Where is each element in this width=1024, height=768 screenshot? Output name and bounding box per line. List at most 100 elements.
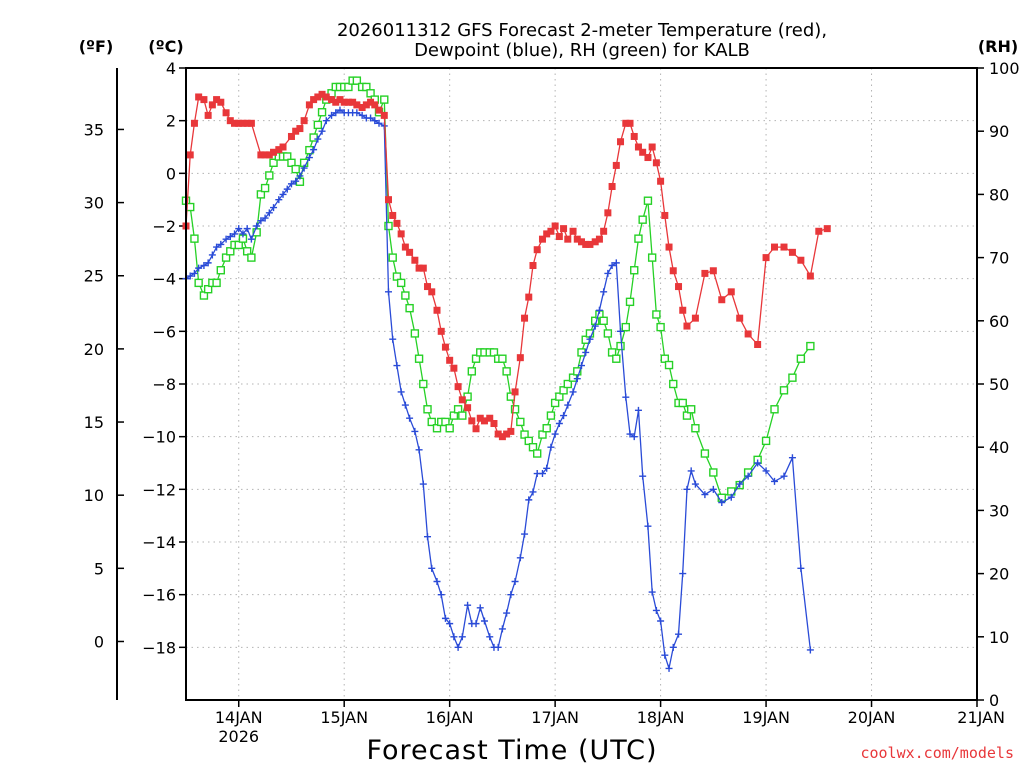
dewpoint-point	[270, 204, 278, 212]
temperature-point	[612, 161, 620, 169]
dewpoint-point	[226, 233, 234, 241]
temperature-point	[358, 104, 366, 111]
dewpoint-point	[406, 414, 414, 422]
rh-point	[669, 379, 678, 389]
dewpoint-point	[283, 185, 291, 193]
dewpoint-point	[253, 222, 261, 230]
fahrenheit-axis-ticks: 35 30 25 20 15 10 5 0	[84, 120, 124, 651]
temperature-point	[551, 222, 559, 230]
fahrenheit-tick-label: 0	[94, 632, 104, 651]
dewpoint-point	[486, 633, 494, 641]
rh-point	[599, 316, 608, 325]
rh-point	[796, 354, 806, 363]
temperature-point	[468, 417, 476, 425]
temperature-point	[661, 211, 669, 219]
rh-tick-label: 80	[989, 185, 1009, 204]
temperature-point	[367, 98, 375, 106]
temperature-point	[208, 101, 216, 109]
rh-point	[247, 253, 256, 262]
temperature-point	[617, 138, 625, 146]
dewpoint-point	[569, 388, 577, 396]
rh-point	[686, 405, 696, 414]
celsius-tick-label: −10	[142, 428, 176, 447]
rh-point	[471, 354, 481, 363]
rh-point	[396, 278, 406, 288]
watermark-text: coolwx.com/models	[860, 744, 1014, 762]
temperature-point	[433, 306, 441, 314]
dewpoint-point	[604, 269, 612, 277]
fahrenheit-tick-label: 20	[84, 340, 104, 359]
fahrenheit-tick-label: 15	[84, 413, 104, 432]
temperature-point	[472, 425, 480, 433]
dewpoint-point	[652, 606, 660, 614]
temperature-point	[578, 238, 585, 246]
temperature-point	[543, 230, 551, 238]
dewpoint-point	[503, 609, 511, 617]
temperature-point	[644, 154, 652, 162]
temperature-point	[428, 288, 436, 296]
dewpoint-point	[480, 617, 488, 625]
time-tick-label: 21JAN	[957, 708, 1005, 727]
dewpoint-point	[424, 533, 432, 541]
dewpoint-point	[446, 620, 454, 628]
rh-point	[555, 392, 564, 401]
rh-point	[533, 449, 542, 458]
rh-point	[352, 76, 362, 85]
fahrenheit-tick-label: 35	[84, 120, 104, 139]
temperature-point	[780, 243, 788, 251]
series-temperature	[182, 90, 831, 441]
rh-point	[256, 190, 266, 199]
rh-point	[317, 108, 327, 117]
rh-point	[528, 443, 538, 452]
temperature-point	[600, 227, 608, 235]
fahrenheit-unit-label: (ºF)	[79, 37, 114, 56]
temperature-point	[806, 272, 814, 280]
temperature-point	[797, 256, 805, 264]
dewpoint-point	[217, 240, 225, 248]
dewpoint-point	[612, 259, 620, 267]
temperature-point	[525, 293, 533, 301]
grid	[186, 68, 977, 700]
temperature-point	[564, 235, 572, 243]
rh-point	[216, 266, 226, 275]
celsius-tick-label: −8	[152, 375, 176, 394]
dewpoint-point	[797, 564, 805, 572]
dewpoint-point	[507, 591, 515, 599]
temperature-point	[736, 314, 744, 322]
dewpoint-point	[472, 620, 480, 628]
dewpoint-point	[701, 491, 709, 499]
temperature-point	[521, 314, 529, 322]
temperature-point	[788, 248, 796, 256]
dewpoint-point	[318, 127, 326, 135]
rh-point	[423, 405, 432, 414]
dewpoint-point	[511, 578, 519, 585]
temperature-point	[213, 96, 221, 104]
temperature-point	[217, 98, 225, 106]
rh-point	[234, 240, 243, 250]
rh-point	[660, 354, 670, 363]
plot-frame	[185, 67, 978, 701]
temperature-point	[353, 101, 361, 109]
dewpoint-point	[186, 272, 194, 280]
rh-tick-label: 70	[989, 249, 1009, 268]
temperature-point	[437, 327, 445, 335]
temperature-point	[226, 117, 234, 125]
dewpoint-point	[691, 480, 699, 488]
rh-point	[524, 436, 533, 446]
rh-point	[678, 398, 687, 408]
temperature-point	[586, 240, 594, 248]
series-layer	[181, 76, 831, 672]
dewpoint-point	[560, 412, 568, 420]
dewpoint-point	[415, 446, 423, 454]
temperature-point	[608, 183, 616, 190]
temperature-point	[691, 314, 699, 322]
rh-point	[265, 171, 274, 180]
temperature-point	[669, 267, 677, 275]
dewpoint-point	[675, 630, 683, 638]
temperature-point	[639, 148, 647, 156]
rh-tick-label: 20	[989, 565, 1009, 584]
temperature-point	[222, 109, 230, 117]
